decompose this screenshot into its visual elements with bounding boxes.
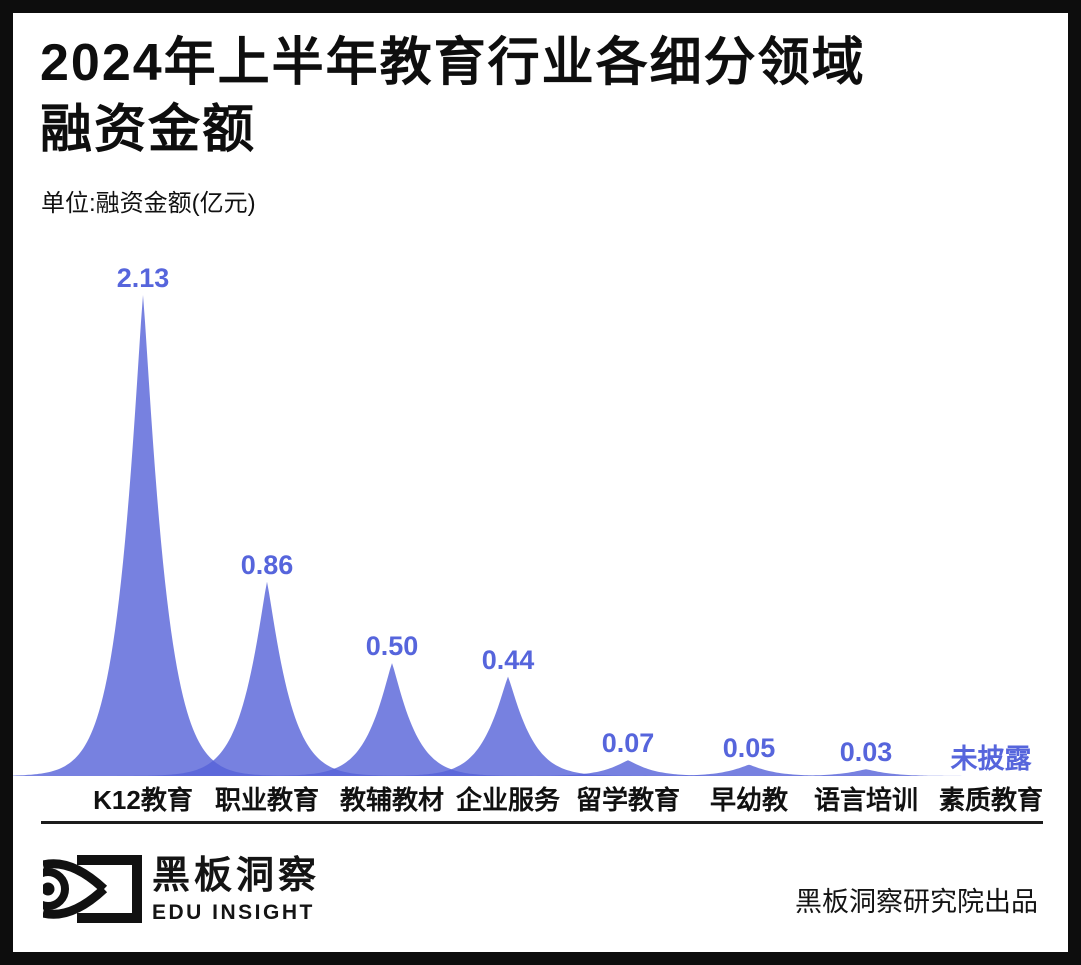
value-label-4: 0.44: [482, 645, 535, 675]
area-peak-6: [599, 764, 899, 776]
area-peak-5: [478, 760, 778, 776]
financing-area-chart: 2.13 0.86 0.50 0.44 0.07 0.05 0.03 未披露 K12教育 职业教…: [13, 246, 1068, 818]
value-label-3: 0.50: [366, 631, 419, 661]
value-label-5: 0.07: [602, 728, 655, 758]
category-axis: K12教育 职业教育 教辅教材 企业服务 留学教育 早幼教 语言培训 素质教育: [13, 780, 1068, 816]
value-label-1: 2.13: [117, 263, 170, 293]
footer: 黑板洞察 EDU INSIGHT 黑板洞察研究院出品: [13, 824, 1068, 939]
category-label-7: 语言培训: [813, 785, 919, 815]
area-peak-7: [716, 769, 1016, 776]
category-label-3: 教辅教材: [339, 785, 445, 815]
unit-label: 单位:融资金额(亿元): [41, 190, 256, 217]
title-line-2: 融资金额: [40, 101, 257, 159]
page-title: 2024年上半年教育行业各细分领域 融资金额: [40, 30, 866, 164]
footer-divider: [41, 821, 1043, 824]
logo-blackboard-shape: [77, 855, 142, 923]
category-label-8: 素质教育: [938, 785, 1044, 815]
area-peak-2: [117, 581, 417, 776]
logo-eye-pupil: [43, 882, 55, 896]
undisclosed-label-8: 未披露: [951, 744, 1033, 774]
brand-name-cn: 黑板洞察: [152, 855, 321, 897]
credit-text: 黑板洞察研究院出品: [795, 887, 1038, 917]
value-label-7: 0.03: [840, 737, 893, 767]
brand-name-en: EDU INSIGHT: [152, 901, 315, 924]
edu-insight-logo-icon: [43, 855, 142, 923]
logo-eye-upper-lid: [43, 859, 108, 893]
category-label-4: 企业服务: [455, 785, 561, 815]
value-label-2: 0.86: [241, 550, 294, 580]
brand-block: 黑板洞察 EDU INSIGHT: [152, 854, 320, 925]
chart-canvas: 2.13 0.86 0.50 0.44 0.07 0.05 0.03 未披露: [13, 263, 1033, 776]
value-label-6: 0.05: [723, 733, 776, 763]
area-peak-4: [358, 676, 658, 776]
category-label-1: K12教育: [93, 785, 193, 815]
category-label-6: 早幼教: [709, 785, 789, 815]
logo-eye-lower-lid: [43, 885, 108, 919]
category-label-2: 职业教育: [214, 785, 320, 815]
area-peak-3: [242, 663, 542, 776]
area-peak-1: [13, 295, 293, 776]
title-line-1: 2024年上半年教育行业各细分领域: [40, 34, 866, 92]
category-label-5: 留学教育: [575, 785, 681, 815]
logo-eye-iris: [43, 868, 69, 910]
